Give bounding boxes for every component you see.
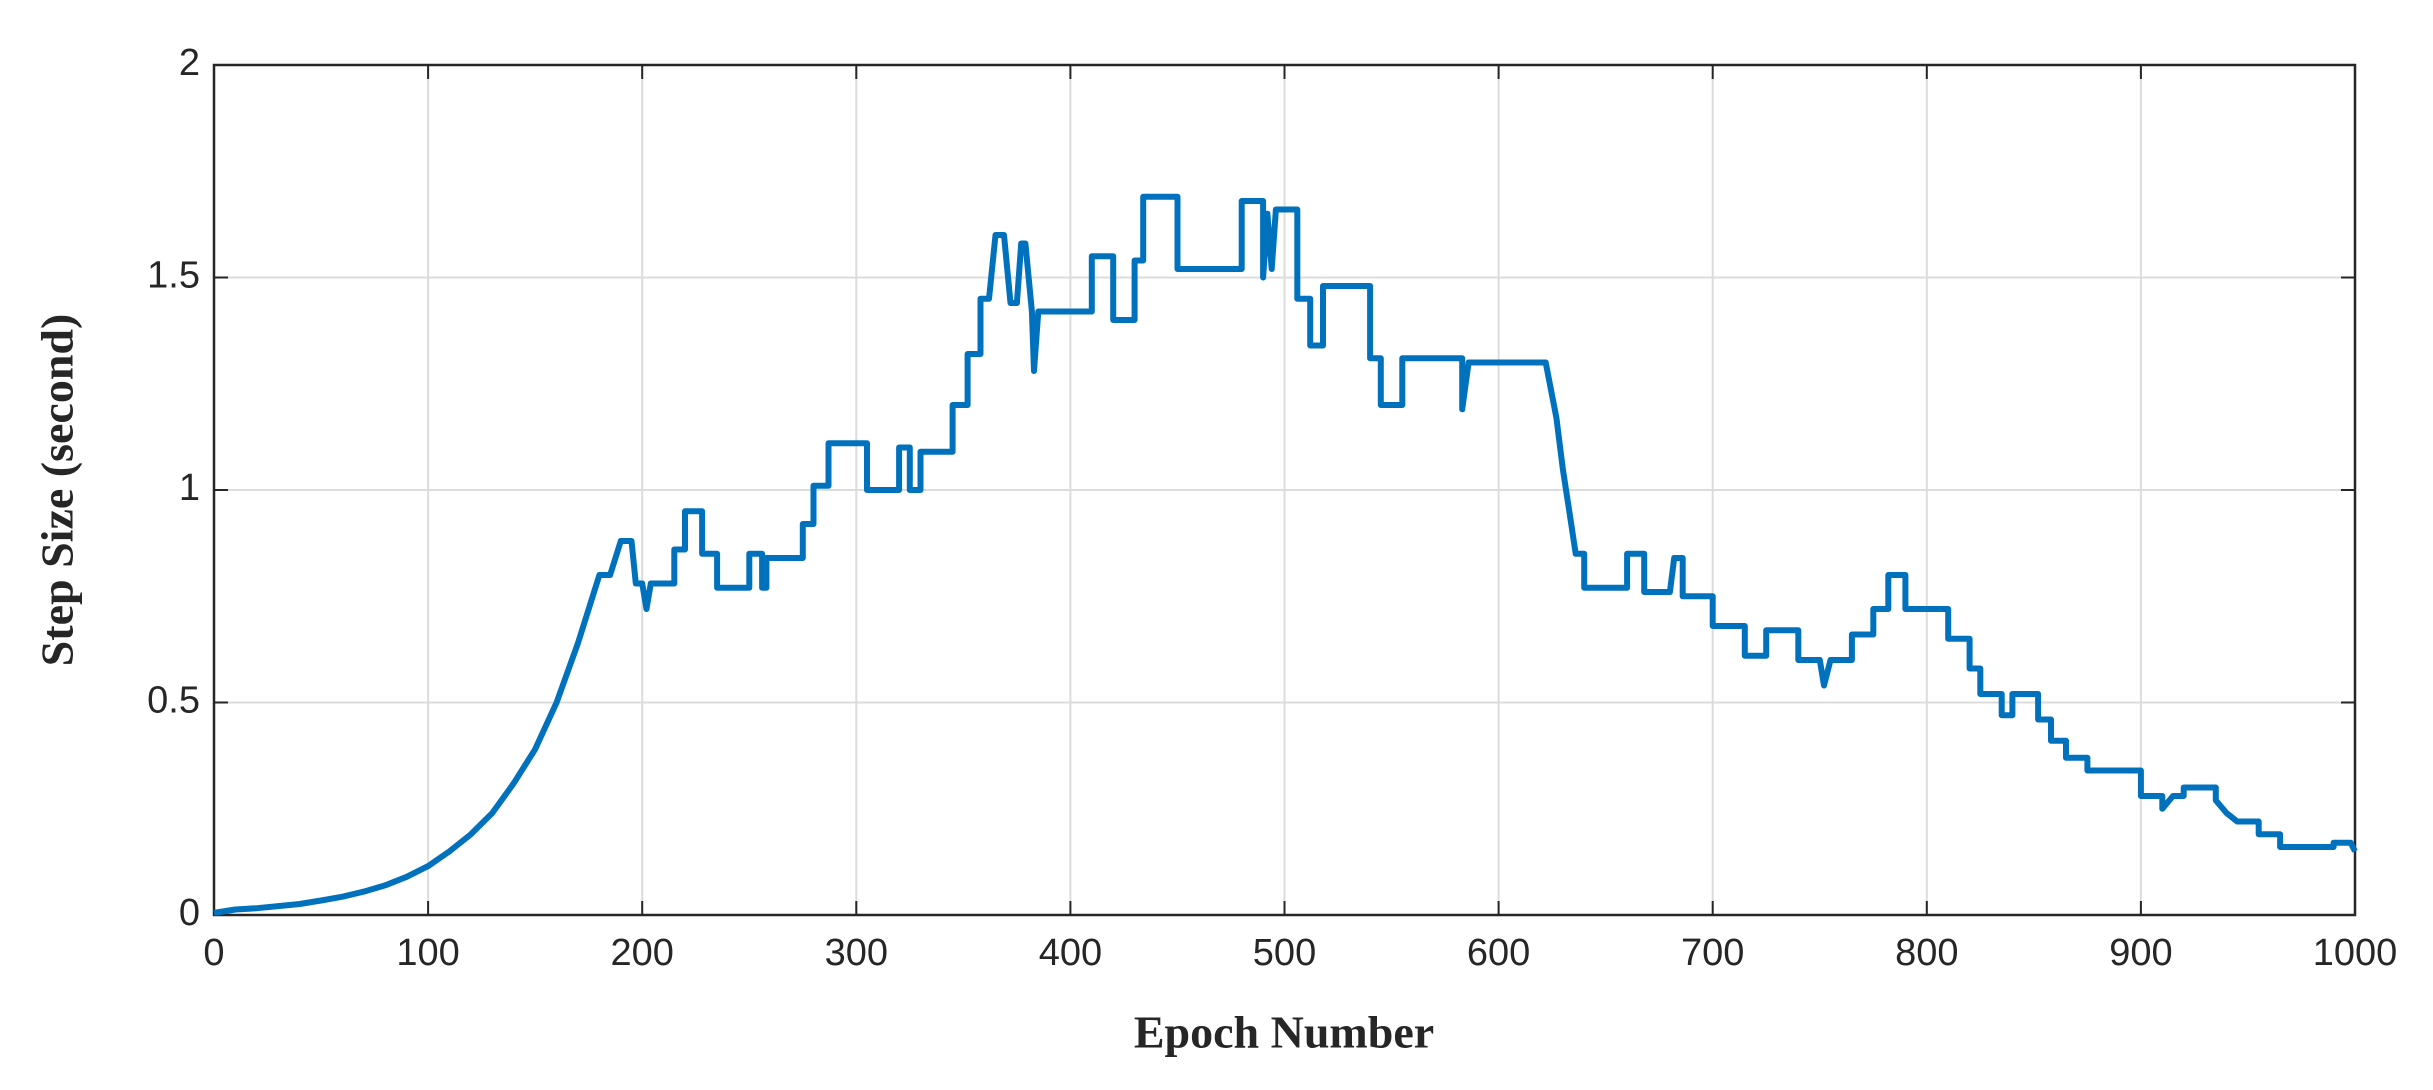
y-tick-label: 2	[179, 42, 200, 84]
x-tick-label: 600	[1467, 932, 1530, 974]
y-tick-label: 1	[179, 467, 200, 509]
y-tick-label: 1.5	[147, 255, 200, 297]
x-tick-label: 400	[1039, 932, 1102, 974]
x-tick-label: 100	[396, 932, 459, 974]
x-tick-label: 900	[2109, 932, 2172, 974]
x-tick-label: 700	[1681, 932, 1744, 974]
data-line	[213, 193, 2358, 916]
x-tick-label: 300	[825, 932, 888, 974]
y-tick-label: 0.5	[147, 680, 200, 722]
plot-frame	[212, 63, 2357, 917]
x-tick-label: 0	[203, 932, 224, 974]
x-axis-label: Epoch Number	[1134, 1007, 1434, 1058]
x-tick-label: 800	[1895, 932, 1958, 974]
x-tick-label: 1000	[2313, 932, 2398, 974]
x-tick-label: 500	[1253, 932, 1316, 974]
y-axis-label: Step Size (second)	[32, 314, 83, 667]
y-tick-label: 0	[179, 892, 200, 934]
x-tick-label: 200	[610, 932, 673, 974]
